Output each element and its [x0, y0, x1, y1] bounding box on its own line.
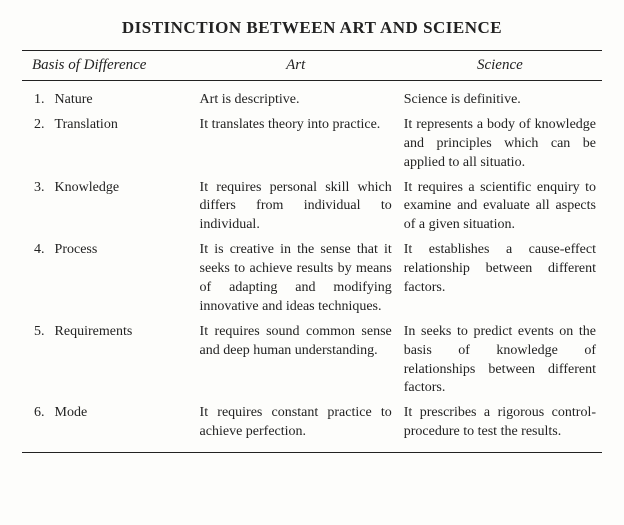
- row-art: It requires constant practice to achieve…: [194, 401, 398, 452]
- row-number: 1.: [22, 81, 49, 113]
- row-number: 6.: [22, 401, 49, 452]
- table-row: 1. Nature Art is descriptive. Science is…: [22, 81, 602, 113]
- row-science: It establishes a cause-effect relationsh…: [398, 238, 602, 320]
- row-science: Science is definitive.: [398, 81, 602, 113]
- row-art: It is creative in the sense that it seek…: [194, 238, 398, 320]
- row-number: 4.: [22, 238, 49, 320]
- row-science: In seeks to predict events on the basis …: [398, 320, 602, 402]
- table-row: 2. Translation It translates theory into…: [22, 113, 602, 176]
- comparison-table: Basis of Difference Art Science 1. Natur…: [22, 50, 602, 453]
- table-row: 6. Mode It requires constant practice to…: [22, 401, 602, 452]
- table-row: 4. Process It is creative in the sense t…: [22, 238, 602, 320]
- row-basis: Translation: [49, 113, 194, 176]
- row-art: Art is descriptive.: [194, 81, 398, 113]
- page-title: DISTINCTION BETWEEN ART AND SCIENCE: [22, 18, 602, 38]
- table-row: 5. Requirements It requires sound common…: [22, 320, 602, 402]
- table-row: 3. Knowledge It requires personal skill …: [22, 176, 602, 239]
- row-basis: Knowledge: [49, 176, 194, 239]
- row-number: 5.: [22, 320, 49, 402]
- col-header-basis: Basis of Difference: [22, 51, 194, 81]
- table-header-row: Basis of Difference Art Science: [22, 51, 602, 81]
- row-art: It requires sound common sense and deep …: [194, 320, 398, 402]
- row-basis: Process: [49, 238, 194, 320]
- row-art: It requires personal skill which differs…: [194, 176, 398, 239]
- col-header-art: Art: [194, 51, 398, 81]
- row-basis: Requirements: [49, 320, 194, 402]
- row-basis: Nature: [49, 81, 194, 113]
- row-science: It requires a scientific enquiry to exam…: [398, 176, 602, 239]
- row-number: 2.: [22, 113, 49, 176]
- row-basis: Mode: [49, 401, 194, 452]
- col-header-science: Science: [398, 51, 602, 81]
- row-art: It translates theory into practice.: [194, 113, 398, 176]
- row-science: It represents a body of knowledge and pr…: [398, 113, 602, 176]
- row-number: 3.: [22, 176, 49, 239]
- row-science: It prescribes a rigorous control-procedu…: [398, 401, 602, 452]
